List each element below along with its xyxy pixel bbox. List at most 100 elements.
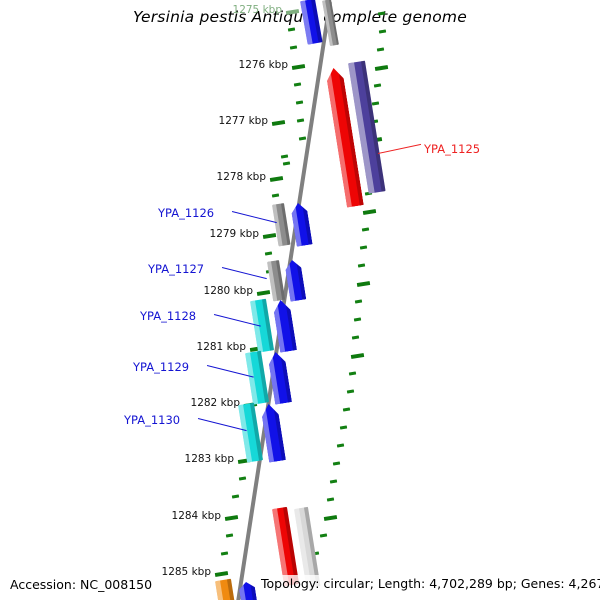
axis-tick [282,161,291,166]
gene-shadow [285,299,297,351]
axis-tick-label: 1275 kbp [232,4,282,16]
gene-shadow [280,203,291,246]
axis-tick-right [348,371,357,376]
axis-tick-right [376,47,385,52]
axis-tick-right [374,65,389,71]
axis-tick-right [319,533,328,538]
gene-ypa-1130-cyan[interactable] [238,402,263,463]
gene-bar-shape [250,298,275,353]
gene-ypa-1128-cyan[interactable] [250,298,275,353]
axis-tick-right [353,317,362,322]
axis-tick [271,193,280,198]
gene-shadow [280,351,292,403]
axis-tick [256,290,271,296]
gene-highlight [238,582,248,600]
gene-bar-shape [272,203,291,247]
gene-label-ypa_1130[interactable]: YPA_1130 [124,413,181,427]
gene-top-blue[interactable] [300,0,323,45]
gene-shadow [273,403,286,461]
axis-tick-right [361,227,370,232]
axis-tick-right [326,497,335,502]
gene-label-ypa_1129[interactable]: YPA_1129 [133,360,190,374]
axis-tick [298,136,307,141]
gene-highlight [215,580,226,600]
axis-tick [231,494,240,499]
axis-tick [269,176,284,182]
gene-label-ypa_1127[interactable]: YPA_1127 [148,262,205,276]
axis-tick-label: 1282 kbp [190,397,240,409]
axis-tick-right [350,353,365,359]
gene-highlight [272,300,286,352]
axis-tick [293,82,302,87]
axis-tick-right [354,299,363,304]
axis-tick-right [378,29,387,34]
gene-bar-shape [245,350,270,405]
gene-bar-shape [267,260,286,302]
gene-label-ypa_1126[interactable]: YPA_1126 [158,206,215,220]
gene-shadow [296,259,306,300]
axis-tick-label: 1280 kbp [203,285,253,297]
axis-tick [287,27,296,32]
gene-ypa-1129-cyan[interactable] [245,350,270,405]
gene-bottom-blue[interactable] [238,581,258,600]
axis-tick [289,45,298,50]
axis-tick-right [371,101,380,106]
axis-tick-right [356,281,371,287]
axis-tick-right [336,443,345,448]
axis-tick-right [346,389,355,394]
gene-arrow-shape [260,403,286,463]
gene-shadow [302,202,313,245]
gene-label-ypa_1128[interactable]: YPA_1128 [140,309,197,323]
gene-ypa-1126-gray[interactable] [272,203,291,247]
gene-bottom-orange[interactable] [215,578,236,600]
gene-highlight [267,261,278,302]
axis-tick [238,476,247,481]
axis-tick [280,154,289,159]
gene-highlight [250,300,264,353]
axis-tick [291,64,306,70]
axis-tick-label: 1279 kbp [209,228,259,240]
axis-tick [296,118,305,123]
axis-tick [220,551,229,556]
axis-tick-right [329,479,338,484]
axis-tick [271,120,286,126]
axis-tick-label: 1281 kbp [196,341,246,353]
gene-bar-shape [215,578,236,600]
genome-summary-status: Topology: circular; Length: 4,702,289 bp… [258,575,600,592]
gene-ypa-1130[interactable] [260,403,286,463]
axis-tick-label: 1285 kbp [161,566,211,578]
accession-status: Accession: NC_008150 [10,577,153,592]
gene-shadow [275,260,286,301]
gene-shadow [360,60,386,192]
axis-tick-label: 1276 kbp [238,59,288,71]
gene-highlight [245,352,259,405]
axis-tick-label: 1277 kbp [218,115,268,127]
axis-tick-right [357,263,366,268]
gene-ypa-1127[interactable] [284,259,306,302]
gene-label-leader-line [231,211,277,224]
gene-arrow-shape [284,259,306,302]
axis-tick [225,533,234,538]
axis-tick [224,515,239,521]
axis-tick [262,233,277,239]
gene-arrow-shape [238,581,258,600]
gene-label-ypa_1125[interactable]: YPA_1125 [424,142,481,156]
axis-tick-right [332,461,341,466]
axis-tick-label: 1284 kbp [171,510,221,522]
axis-tick [264,251,273,256]
axis-tick [214,571,229,577]
axis-tick [295,100,304,105]
gene-label-leader-line [377,143,422,155]
gene-label-leader-line [197,418,247,432]
gene-shadow [226,578,236,600]
gene-ypa-1127-gray[interactable] [267,260,286,302]
axis-tick-right [323,515,338,521]
axis-tick-right [373,83,382,88]
axis-tick-label: 1278 kbp [216,171,266,183]
axis-tick-right [351,335,360,340]
axis-tick-right [362,209,377,215]
gene-label-leader-line [221,267,267,280]
axis-tick-right [342,407,351,412]
axis-tick-right [339,425,348,430]
